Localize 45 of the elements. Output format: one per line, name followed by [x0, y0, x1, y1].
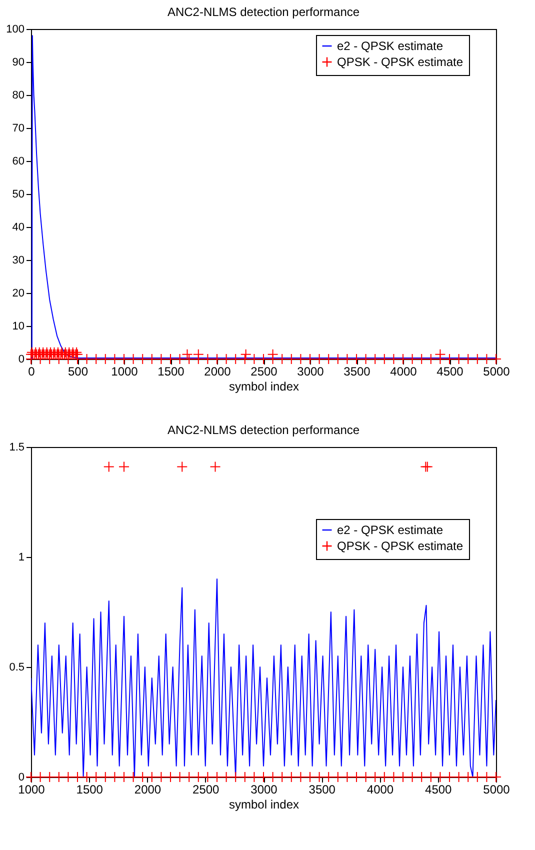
y-tick-label: 60 [12, 156, 24, 168]
x-tick-label: 500 [68, 364, 88, 378]
legend-label: QPSK - QPSK estimate [337, 539, 464, 553]
x-tick-label: 4000 [390, 364, 418, 378]
y-tick-label: 30 [12, 254, 24, 266]
y-tick-label: 1 [18, 552, 24, 564]
x-tick-label: 0 [28, 364, 36, 378]
x-tick-label: 4000 [366, 782, 394, 796]
y-tick-label: 50 [12, 188, 24, 200]
y-tick-label: 40 [12, 222, 24, 234]
y-tick-label: 1.5 [9, 442, 24, 454]
x-tick-label: 4500 [425, 782, 452, 796]
x-tick-label: 3000 [250, 782, 278, 796]
x-tick-label: 3500 [308, 782, 336, 796]
x-tick-label: 1500 [158, 364, 185, 378]
x-tick-label: 4500 [436, 364, 464, 378]
x-tick-label: 1000 [111, 364, 138, 378]
legend-label: e2 - QPSK estimate [337, 39, 444, 53]
x-axis-title: symbol index [228, 798, 300, 812]
x-tick-label: 1000 [18, 782, 46, 796]
y-tick-label: 80 [12, 90, 24, 102]
y-tick-label: 100 [6, 24, 24, 36]
chart-title: ANC2-NLMS detection performance [167, 5, 360, 19]
chart-title: ANC2-NLMS detection performance [167, 423, 360, 437]
y-tick-label: 90 [12, 56, 24, 68]
x-tick-label: 2000 [204, 364, 232, 378]
x-tick-label: 5000 [483, 364, 510, 378]
x-tick-label: 1500 [76, 782, 104, 796]
x-tick-label: 3000 [297, 364, 324, 378]
y-tick-label: 10 [12, 320, 24, 332]
x-axis-title: symbol index [228, 380, 300, 394]
x-tick-label: 3500 [344, 364, 371, 378]
y-tick-label: 70 [12, 122, 24, 134]
line-series [31, 578, 496, 777]
x-tick-label: 2500 [250, 364, 278, 378]
legend-label: QPSK - QPSK estimate [337, 55, 464, 69]
x-tick-label: 2500 [192, 782, 220, 796]
y-tick-label: 0 [18, 772, 24, 784]
x-tick-label: 2000 [134, 782, 162, 796]
line-series [31, 35, 496, 359]
x-tick-label: 5000 [483, 782, 510, 796]
y-tick-label: 0 [18, 354, 24, 366]
legend-label: e2 - QPSK estimate [337, 523, 444, 537]
y-tick-label: 20 [12, 288, 24, 300]
y-tick-label: 0.5 [9, 662, 24, 674]
